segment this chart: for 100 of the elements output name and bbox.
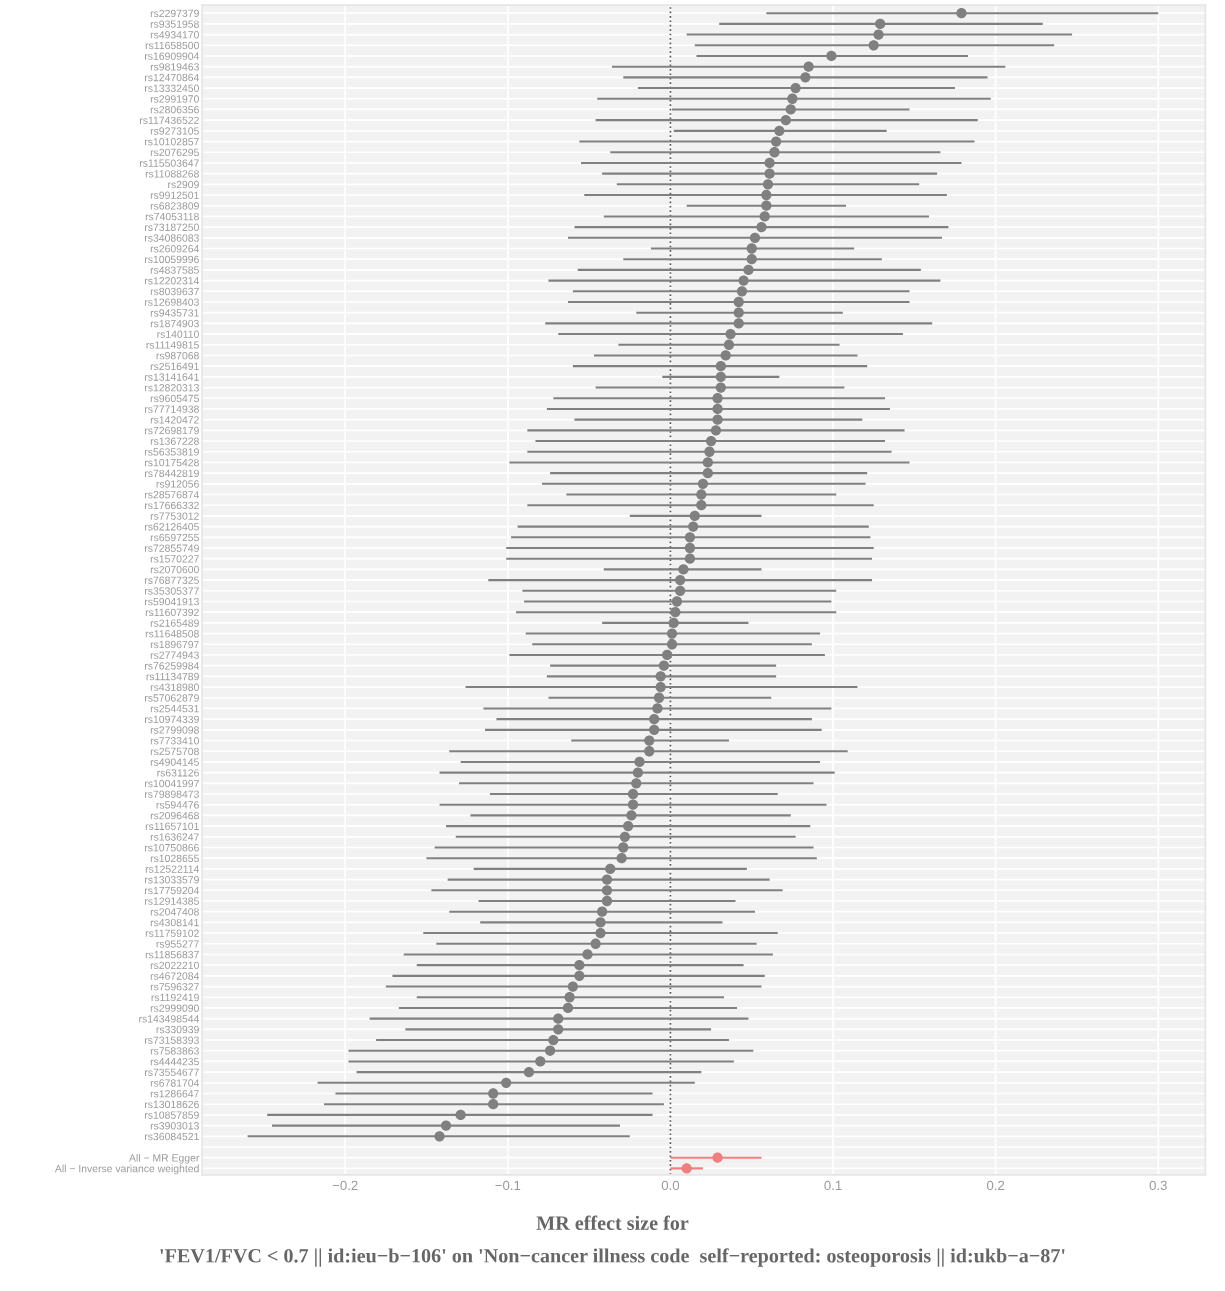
- y-tick-label: rs1367228: [150, 437, 199, 445]
- y-tick-label: rs9819463: [150, 63, 199, 71]
- x-tick-label: 0.2: [986, 1180, 1005, 1191]
- y-tick-label: rs4672084: [150, 972, 200, 980]
- y-tick-label: rs1896797: [150, 640, 199, 649]
- y-tick-label: rs6823809: [150, 202, 199, 210]
- y-tick-label: rs2022210: [150, 961, 199, 970]
- y-tick-label: rs73158393: [145, 1036, 199, 1044]
- y-tick-label: rs4837585: [150, 266, 199, 274]
- y-tick-label: rs987068: [156, 351, 199, 360]
- y-tick-label: rs11648508: [145, 630, 199, 638]
- y-tick-label: rs2575708: [150, 747, 199, 756]
- y-tick-label: rs11658500: [145, 41, 199, 50]
- y-tick-label: rs13141641: [145, 373, 199, 381]
- y-tick-label: rs57062879: [145, 694, 199, 702]
- y-tick-label: rs2165489: [150, 619, 199, 627]
- y-tick-label: All − Inverse variance weighted: [54, 1164, 199, 1175]
- y-tick-label: rs115503647: [140, 159, 199, 167]
- y-tick-label: rs11759102: [145, 929, 199, 937]
- y-tick-label: rs11149815: [146, 341, 199, 349]
- y-tick-label: rs16909904: [145, 52, 200, 60]
- y-tick-label: rs2544531: [150, 704, 199, 713]
- y-tick-label: rs140110: [157, 330, 199, 338]
- y-tick-label: rs594476: [156, 801, 199, 809]
- y-tick-label: rs12698403: [145, 298, 199, 306]
- y-tick-label: rs2774943: [150, 651, 199, 659]
- y-tick-label: rs56353819: [145, 448, 199, 456]
- y-tick-label: rs1570227: [150, 555, 199, 563]
- y-tick-label: rs59041913: [145, 597, 199, 606]
- y-tick-label: rs117436522: [140, 116, 199, 125]
- y-tick-label: rs1028655: [150, 854, 199, 863]
- y-tick-label: rs2609264: [150, 245, 200, 253]
- y-tick-label: rs10059996: [145, 255, 199, 264]
- y-tick-label: rs13332450: [145, 84, 199, 92]
- y-tick-label: rs9435731: [150, 309, 199, 317]
- y-tick-label: rs13033579: [145, 876, 199, 884]
- y-tick-label: rs35305377: [145, 587, 199, 595]
- y-tick-label: rs143498544: [139, 1015, 200, 1023]
- y-tick-label: rs1192419: [151, 993, 199, 1002]
- y-tick-label: rs6597255: [150, 533, 199, 542]
- y-tick-label: rs11856837: [145, 950, 199, 959]
- y-tick-label: rs4318980: [150, 683, 199, 691]
- y-tick-label: rs9912501: [150, 191, 199, 199]
- y-tick-label: rs76259984: [145, 662, 200, 670]
- y-tick-label: rs2999090: [150, 1004, 199, 1012]
- y-tick-label: rs7753012: [150, 512, 199, 520]
- y-tick-label: rs2516491: [150, 362, 199, 371]
- y-tick-label: rs2806356: [150, 105, 199, 114]
- y-tick-label: rs1636247: [150, 833, 199, 841]
- y-tick-label: rs11088268: [145, 170, 199, 178]
- y-tick-label: rs17666332: [145, 501, 199, 510]
- y-tick-label: rs2991970: [150, 95, 199, 103]
- y-tick-label: rs2070600: [150, 565, 199, 574]
- y-tick-label: rs2799098: [150, 726, 199, 734]
- y-tick-label: rs10974339: [145, 715, 199, 724]
- y-tick-label: rs1420472: [150, 416, 199, 424]
- y-tick-label: rs4904145: [150, 758, 199, 766]
- y-tick-label: rs10041997: [145, 779, 199, 788]
- y-tick-label: rs12820313: [145, 384, 199, 392]
- y-tick-label: rs11607392: [145, 608, 199, 617]
- y-tick-label: rs1874903: [150, 319, 199, 328]
- x-tick-label: 0.1: [824, 1180, 842, 1191]
- x-axis-title: MR effect size for 'FEV1/FVC < 0.7 || id:ieu−b−106' on 'Non−cancer illness code self−reported: osteoporosis || id:ukb−a−87': [160, 1215, 1065, 1267]
- y-tick-label: rs36084521: [145, 1132, 199, 1141]
- y-tick-label: rs12914385: [145, 897, 199, 905]
- y-tick-label: rs2096468: [150, 811, 199, 820]
- y-tick-label: rs11134789: [146, 672, 199, 681]
- y-tick-label: rs2297379: [150, 9, 199, 18]
- y-tick-label: rs17759204: [145, 886, 200, 895]
- y-tick-label: rs73187250: [145, 223, 199, 231]
- y-tick-label: rs2909: [168, 180, 199, 189]
- y-tick-label: rs4308141: [150, 918, 199, 927]
- y-tick-label: rs74053118: [145, 212, 199, 221]
- y-tick-label: rs12202314: [145, 277, 200, 285]
- y-tick-label: All − MR Egger: [129, 1153, 200, 1164]
- y-tick-label: rs1286647: [150, 1090, 199, 1098]
- y-tick-label: rs912056: [156, 480, 199, 488]
- y-tick-label: rs13018626: [145, 1100, 199, 1109]
- y-tick-label: rs72698179: [145, 426, 199, 435]
- y-tick-label: rs2076295: [150, 148, 199, 157]
- y-tick-label: rs10857859: [145, 1111, 199, 1119]
- y-tick-label: rs11657101: [145, 822, 199, 830]
- y-tick-label: rs79898473: [145, 790, 199, 798]
- y-tick-label: rs330939: [156, 1025, 199, 1034]
- y-tick-label: rs12522114: [145, 865, 200, 873]
- y-tick-label: rs77714938: [145, 405, 199, 413]
- y-tick-label: rs2047408: [150, 908, 199, 916]
- x-tick-label: 0.3: [1149, 1180, 1167, 1191]
- x-tick-label: 0.0: [661, 1180, 680, 1191]
- x-tick-label: −0.1: [495, 1180, 521, 1191]
- y-tick-label: rs12470864: [145, 73, 200, 82]
- y-tick-label: rs6781704: [150, 1079, 200, 1087]
- y-tick-label: rs10175428: [145, 458, 199, 467]
- y-tick-label: rs8039637: [150, 287, 199, 296]
- x-tick-label: −0.2: [332, 1180, 358, 1191]
- y-tick-label: rs7596327: [150, 983, 199, 991]
- y-tick-label: rs3903013: [150, 1122, 199, 1130]
- y-tick-label: rs73554677: [145, 1068, 199, 1076]
- y-tick-label: rs62126405: [145, 523, 199, 531]
- y-tick-label: rs7583863: [150, 1047, 199, 1055]
